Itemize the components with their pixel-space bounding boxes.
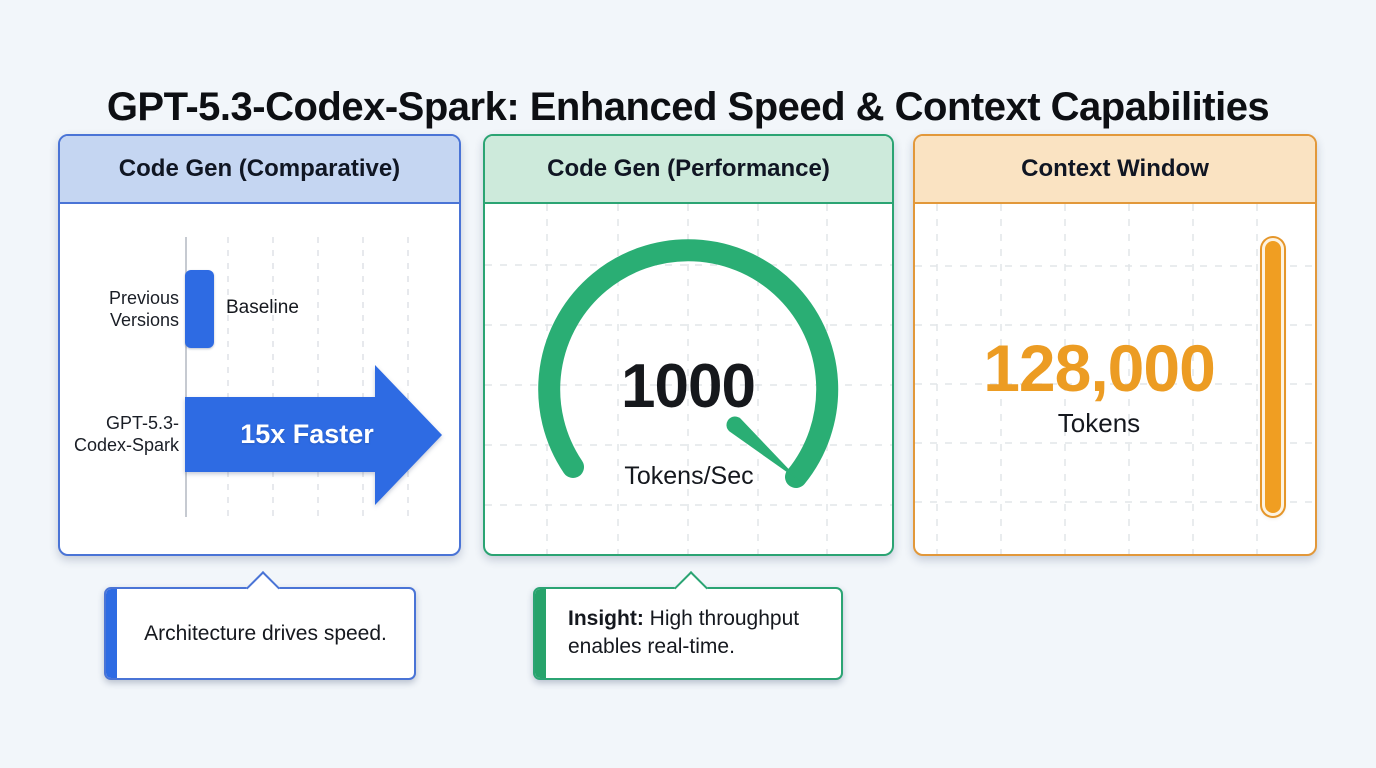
callout-insight: Insight: High throughput enables real-ti… bbox=[533, 571, 843, 680]
card-comparative-title: Code Gen (Comparative) bbox=[118, 155, 401, 182]
callout-accent-bar bbox=[535, 589, 546, 678]
row-label-previous-versions: Previous Versions bbox=[108, 288, 179, 330]
faster-arrow-label: 15x Faster bbox=[240, 419, 374, 449]
faster-arrow bbox=[185, 365, 442, 505]
card-performance-title: Code Gen (Performance) bbox=[547, 155, 830, 182]
callout-architecture: Architecture drives speed. bbox=[104, 571, 416, 680]
context-window-stat: 128,000 Tokens bbox=[915, 204, 1315, 554]
performance-gauge: 1000 Tokens/Sec bbox=[485, 204, 892, 554]
gauge-arc bbox=[538, 239, 839, 488]
performance-grid bbox=[485, 204, 892, 554]
comparative-bar-chart: Previous Versions Baseline GPT-5.3-Codex… bbox=[60, 204, 459, 554]
card-context-title: Context Window bbox=[1021, 155, 1209, 182]
callout-architecture-text: Architecture drives speed. bbox=[144, 621, 387, 645]
card-code-gen-performance: Code Gen (Performance) bbox=[483, 134, 894, 556]
gauge-value: 1000 bbox=[621, 351, 756, 421]
card-comparative-header: Code Gen (Comparative) bbox=[60, 136, 459, 204]
card-context-header: Context Window bbox=[915, 136, 1315, 204]
card-context-window: Context Window 128,000 To bbox=[913, 134, 1317, 556]
callout-insight-prefix: Insight: bbox=[568, 607, 644, 630]
gauge-unit: Tokens/Sec bbox=[624, 462, 754, 490]
context-tokens-value: 128,000 bbox=[983, 331, 1216, 405]
gauge-graphic bbox=[538, 239, 839, 488]
callout-insight-body: High throughput enables real-time. bbox=[568, 607, 800, 658]
context-tokens-unit: Tokens bbox=[1057, 408, 1141, 438]
context-grid bbox=[915, 204, 1315, 554]
baseline-bar bbox=[185, 270, 214, 348]
card-performance-header: Code Gen (Performance) bbox=[485, 136, 892, 204]
context-capacity-bar bbox=[1262, 238, 1284, 516]
card-code-gen-comparative: Code Gen (Comparative) Previous Versions… bbox=[58, 134, 461, 556]
callout-insight-text: Insight: High throughput enables real-ti… bbox=[546, 589, 841, 694]
callout-accent-bar bbox=[106, 589, 117, 678]
page-title: GPT-5.3-Codex-Spark: Enhanced Speed & Co… bbox=[106, 84, 1270, 129]
row-label-gpt-spark: GPT-5.3-Codex-Spark bbox=[73, 413, 179, 455]
gauge-needle bbox=[726, 416, 801, 482]
baseline-bar-label: Baseline bbox=[226, 297, 299, 318]
